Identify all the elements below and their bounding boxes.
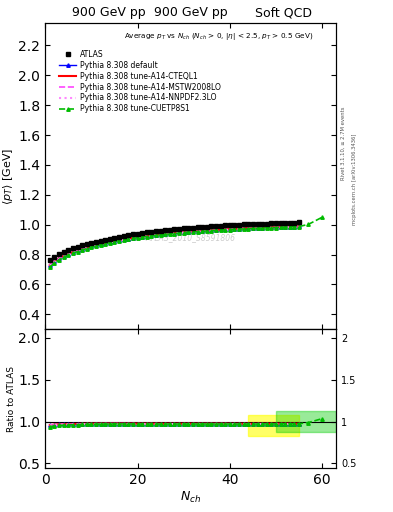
Text: 900 GeV pp: 900 GeV pp — [72, 6, 146, 19]
Bar — [276, 412, 336, 432]
Pythia 8.308 tune-A14-CTEQL1 — [48, 262, 52, 268]
ATLAS — [297, 220, 301, 226]
Y-axis label: Ratio to ATLAS: Ratio to ATLAS — [7, 366, 16, 432]
X-axis label: $N_{ch}$: $N_{ch}$ — [180, 490, 201, 505]
Pythia 8.308 tune-A14-MSTW2008LO — [75, 248, 80, 254]
Pythia 8.308 tune-A14-MSTW2008LO — [107, 239, 112, 245]
Text: Soft QCD: Soft QCD — [255, 6, 312, 19]
Pythia 8.308 tune-A14-MSTW2008LO — [297, 224, 301, 230]
Line: Pythia 8.308 tune-A14-CTEQL1: Pythia 8.308 tune-A14-CTEQL1 — [50, 226, 299, 265]
Pythia 8.308 default — [75, 247, 80, 253]
Pythia 8.308 tune-CUETP8S1 — [223, 227, 228, 233]
Pythia 8.308 tune-A14-NNPDF2.3LO — [297, 224, 301, 230]
Pythia 8.308 default — [297, 223, 301, 229]
Pythia 8.308 tune-A14-NNPDF2.3LO — [48, 263, 52, 269]
Pythia 8.308 tune-CUETP8S1 — [228, 227, 232, 233]
Pythia 8.308 default — [140, 233, 145, 240]
Pythia 8.308 tune-A14-CTEQL1 — [94, 242, 98, 248]
Pythia 8.308 tune-A14-CTEQL1 — [140, 233, 145, 240]
Pythia 8.308 tune-CUETP8S1 — [158, 232, 163, 238]
Line: Pythia 8.308 default: Pythia 8.308 default — [48, 225, 301, 267]
ATLAS — [94, 239, 98, 245]
Pythia 8.308 tune-A14-NNPDF2.3LO — [140, 234, 145, 240]
Pythia 8.308 default — [269, 224, 274, 230]
Pythia 8.308 default — [94, 242, 98, 248]
Pythia 8.308 tune-A14-NNPDF2.3LO — [269, 225, 274, 231]
Pythia 8.308 default — [292, 223, 297, 229]
Pythia 8.308 tune-A14-MSTW2008LO — [292, 224, 297, 230]
Pythia 8.308 tune-A14-CTEQL1 — [292, 223, 297, 229]
Text: mcplots.cern.ch [arXiv:1306.3436]: mcplots.cern.ch [arXiv:1306.3436] — [352, 134, 357, 225]
ATLAS — [140, 230, 145, 236]
Line: ATLAS: ATLAS — [48, 220, 301, 263]
Pythia 8.308 tune-A14-MSTW2008LO — [48, 262, 52, 268]
Legend: ATLAS, Pythia 8.308 default, Pythia 8.308 tune-A14-CTEQL1, Pythia 8.308 tune-A14: ATLAS, Pythia 8.308 default, Pythia 8.30… — [58, 48, 222, 115]
Pythia 8.308 tune-CUETP8S1 — [48, 264, 52, 270]
Pythia 8.308 default — [107, 239, 112, 245]
Pythia 8.308 tune-A14-CTEQL1 — [75, 247, 80, 253]
Pythia 8.308 tune-A14-CTEQL1 — [269, 224, 274, 230]
Pythia 8.308 tune-A14-MSTW2008LO — [94, 242, 98, 248]
Y-axis label: $\langle p_T\rangle$ [GeV]: $\langle p_T\rangle$ [GeV] — [2, 147, 15, 205]
Line: Pythia 8.308 tune-CUETP8S1: Pythia 8.308 tune-CUETP8S1 — [48, 216, 324, 269]
ATLAS — [75, 244, 80, 250]
Pythia 8.308 tune-A14-CTEQL1 — [297, 223, 301, 229]
Text: Rivet 3.1.10, ≥ 2.7M events: Rivet 3.1.10, ≥ 2.7M events — [341, 106, 346, 180]
Text: ATLAS_2010_S8591806: ATLAS_2010_S8591806 — [145, 233, 236, 242]
Line: Pythia 8.308 tune-A14-MSTW2008LO: Pythia 8.308 tune-A14-MSTW2008LO — [50, 227, 299, 265]
Pythia 8.308 tune-A14-CTEQL1 — [107, 239, 112, 245]
Pythia 8.308 tune-CUETP8S1 — [61, 254, 66, 260]
Pythia 8.308 tune-CUETP8S1 — [117, 238, 121, 244]
Pythia 8.308 tune-A14-NNPDF2.3LO — [94, 243, 98, 249]
Text: Average $p_T$ vs $N_{ch}$ ($N_{ch}$ > 0, |$\eta$| < 2.5, $p_T$ > 0.5 GeV): Average $p_T$ vs $N_{ch}$ ($N_{ch}$ > 0,… — [124, 31, 313, 41]
Pythia 8.308 tune-A14-MSTW2008LO — [140, 234, 145, 240]
Line: Pythia 8.308 tune-A14-NNPDF2.3LO: Pythia 8.308 tune-A14-NNPDF2.3LO — [50, 227, 299, 266]
Text: 900 GeV pp: 900 GeV pp — [154, 6, 228, 19]
ATLAS — [269, 220, 274, 226]
Pythia 8.308 default — [48, 262, 52, 268]
Pythia 8.308 tune-A14-NNPDF2.3LO — [75, 248, 80, 254]
Pythia 8.308 tune-A14-NNPDF2.3LO — [292, 224, 297, 230]
ATLAS — [107, 236, 112, 242]
Pythia 8.308 tune-CUETP8S1 — [320, 214, 325, 220]
ATLAS — [292, 220, 297, 226]
Pythia 8.308 tune-A14-NNPDF2.3LO — [107, 240, 112, 246]
Bar — [248, 415, 299, 436]
ATLAS — [48, 257, 52, 263]
Pythia 8.308 tune-A14-MSTW2008LO — [269, 224, 274, 230]
Pythia 8.308 tune-CUETP8S1 — [57, 257, 61, 263]
